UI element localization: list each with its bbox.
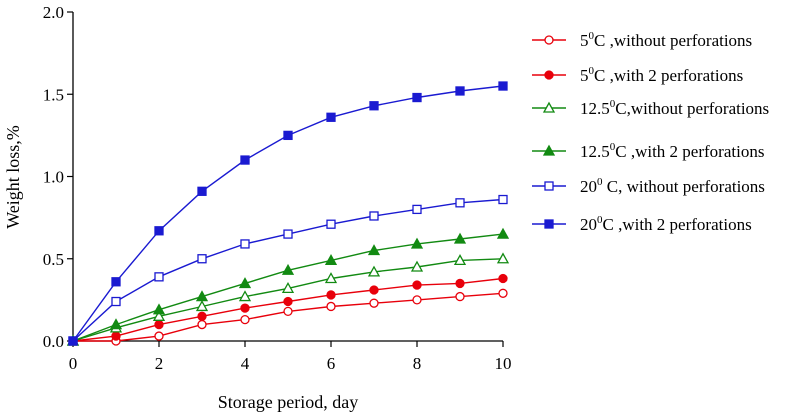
legend: 50C ,without perforations 50C ,with 2 per… [532,30,769,234]
legend-item: 12.50C ,with 2 perforations [532,141,764,161]
x-tick-label: 0 [69,354,78,373]
legend-item: 200C ,with 2 perforations [532,214,752,234]
data-point [283,130,293,141]
series-6 [68,81,508,346]
data-point [197,186,207,196]
data-point [197,311,207,321]
data-point [326,290,336,300]
data-point [240,314,250,325]
x-tick-label: 6 [327,354,336,373]
y-axis-title: Weight loss,% [3,125,23,229]
data-point [412,295,422,305]
data-point [326,301,336,312]
data-point [410,260,424,272]
series-layer [66,81,510,346]
data-point [283,296,293,307]
x-ticks: 0 2 4 6 8 10 [69,341,512,373]
legend-marker [544,35,554,45]
series-5 [68,194,508,346]
data-point [197,319,207,330]
plot-area: 0.0 0.5 1.0 1.5 2.0 0 2 4 6 8 10 [43,3,512,373]
data-point [412,280,422,290]
data-point [111,331,121,341]
legend-label: 12.50C,without perforations [580,98,769,118]
data-point [154,331,164,341]
legend-item: 200 C, without perforations [532,176,765,196]
data-point [238,290,252,302]
data-point [367,244,381,256]
data-point [195,300,209,312]
legend-label: 50C ,without perforations [580,30,752,50]
data-point [453,232,467,244]
data-point [154,226,164,236]
data-point [281,282,295,294]
data-point [369,101,379,111]
data-point [412,92,422,103]
x-tick-label: 4 [241,354,250,373]
data-point [152,303,166,315]
data-point [324,272,338,284]
legend-label: 12.50C ,with 2 perforations [580,141,764,161]
data-point [455,278,465,289]
y-tick-label: 1.5 [43,85,64,104]
data-point [154,272,164,282]
legend-marker [542,101,556,113]
data-point [369,298,379,308]
x-tick-label: 8 [413,354,422,373]
data-point [283,306,293,317]
data-point [324,254,338,266]
data-point [111,277,121,287]
data-point [496,252,510,264]
data-point [197,254,207,264]
x-tick-label: 2 [155,354,164,373]
y-tick-label: 0.5 [43,250,64,269]
data-point [498,288,508,298]
legend-label: 200 C, without perforations [580,176,765,196]
data-point [111,296,121,307]
data-point [498,194,508,205]
data-point [238,277,252,289]
data-point [498,81,508,91]
legend-marker [544,181,554,191]
data-point [498,273,508,284]
series-4 [66,227,510,346]
data-point [240,239,250,249]
x-tick-label: 10 [495,354,512,373]
data-point [152,309,166,321]
data-point [283,229,293,239]
legend-item: 50C ,with 2 perforations [532,65,743,85]
data-point [455,291,465,302]
data-point [369,285,379,295]
data-point [412,204,422,215]
y-ticks: 0.0 0.5 1.0 1.5 2.0 [43,3,73,351]
data-point [240,155,250,165]
data-point [496,227,510,239]
y-tick-label: 2.0 [43,3,64,22]
data-point [369,211,379,221]
data-point [326,112,336,122]
legend-item: 50C ,without perforations [532,30,752,50]
data-point [455,198,465,208]
data-point [326,219,336,229]
y-tick-label: 1.0 [43,168,64,187]
data-point [281,263,295,275]
data-point [68,336,78,346]
legend-marker [542,144,556,156]
data-point [109,318,123,330]
y-tick-label: 0.0 [43,332,64,351]
data-point [367,265,381,277]
data-point [455,86,465,96]
x-axis-title: Storage period, day [218,392,358,412]
legend-label: 200C ,with 2 perforations [580,214,752,234]
data-point [410,237,424,249]
data-point [240,303,250,313]
legend-marker [544,219,554,229]
data-point [453,254,467,266]
legend-item: 12.50C,without perforations [532,98,769,118]
legend-label: 50C ,with 2 perforations [580,65,743,85]
data-point [195,290,209,302]
legend-marker [544,70,554,80]
data-point [154,319,164,330]
